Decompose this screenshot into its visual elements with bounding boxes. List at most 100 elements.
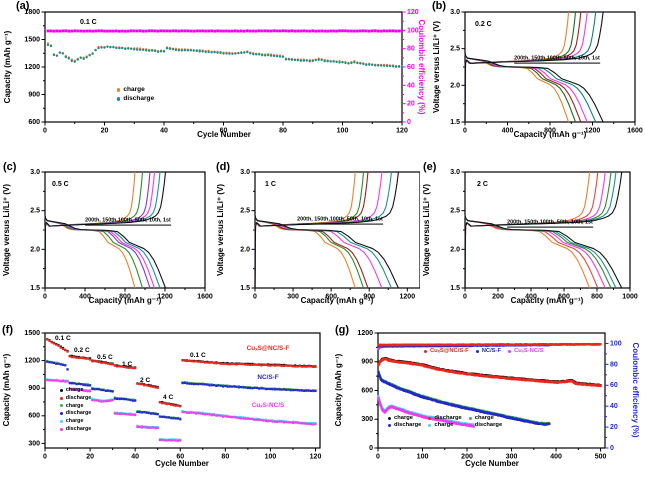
legend-item: discharge bbox=[388, 422, 421, 429]
panel-f-plot bbox=[0, 325, 332, 484]
legend-marker-icon bbox=[475, 350, 479, 354]
panel-a: (a) 0.1 C Capacity (mAh g⁻¹) Coulombic effi… bbox=[0, 0, 430, 160]
rate-step-label: 0.1 C bbox=[190, 352, 206, 359]
sample-label: CuₓS-NC/S bbox=[251, 402, 285, 409]
legend-marker-icon bbox=[60, 412, 63, 416]
legend-item: charge bbox=[60, 418, 91, 425]
x-axis-title: Cycle Number bbox=[155, 459, 209, 468]
legend-marker-icon bbox=[428, 424, 432, 428]
panel-g: (g) Capacity (mAh g⁻¹) Coulombic efficienc… bbox=[332, 325, 645, 484]
cycle-annotation: 200th, 150th,100th, 50th, 10th, 1st bbox=[85, 218, 171, 226]
legend-label: NC/S-F bbox=[481, 348, 502, 354]
rate-step-label: 0.2 C bbox=[74, 347, 90, 354]
legend-marker-icon bbox=[424, 350, 427, 354]
y-axis-title: Voltage versus Li/Li⁺ (V) bbox=[2, 183, 11, 277]
x-axis-title: Cycle Number bbox=[197, 130, 251, 139]
panel-a-plot bbox=[0, 0, 430, 160]
legend-label: charge bbox=[65, 402, 84, 409]
legend-marker-icon bbox=[508, 350, 512, 354]
x-axis-title: Capacity (mAh g⁻¹) bbox=[513, 130, 587, 139]
legend-marker-icon bbox=[60, 396, 63, 400]
y2-axis-title: Coulombic efficiency (%) bbox=[631, 342, 640, 438]
legend-item: charge bbox=[468, 415, 502, 422]
rate-step-label: 0.1 C bbox=[55, 335, 71, 342]
panel-e-plot bbox=[420, 160, 645, 325]
sample-label: NC/S-F bbox=[257, 374, 279, 381]
legend-label: charge bbox=[65, 387, 84, 393]
legend: charge discharge charge discharge charge disc… bbox=[388, 415, 502, 429]
panel-label: (c) bbox=[3, 161, 17, 173]
legend-marker-icon bbox=[388, 424, 391, 428]
legend-item: CuₓS-NC/S bbox=[508, 348, 544, 355]
legend-marker-icon bbox=[60, 404, 63, 408]
legend-label: charge bbox=[474, 415, 494, 421]
legend-item: discharge bbox=[428, 415, 462, 422]
legend-label: CuₓS@NC/S-F bbox=[430, 348, 469, 354]
panel-e: (e) 2 C 200th, 150th,100th, 50th, 10th, 1s… bbox=[420, 160, 645, 325]
panel-label: (b) bbox=[432, 0, 447, 12]
sample-label: CuₓS@NC/S-F bbox=[246, 345, 290, 352]
legend-item: discharge bbox=[468, 422, 503, 429]
rate-step-label: 4 C bbox=[163, 394, 174, 401]
legend-label: discharge bbox=[123, 95, 155, 103]
legend: CuₓS@NC/S-F NC/S-F CuₓS-NC/S bbox=[424, 348, 544, 355]
legend-label: charge bbox=[394, 415, 414, 421]
legend-label: discharge bbox=[65, 394, 92, 401]
legend-item: charge bbox=[388, 415, 421, 422]
legend-label: CuₓS-NC/S bbox=[514, 348, 544, 354]
legend: charge discharge bbox=[117, 86, 154, 103]
legend-marker-icon bbox=[468, 417, 472, 421]
panel-label: (a) bbox=[16, 0, 30, 12]
cycle-annotation: 200th, 150th,100th, 50th, 10th, 1st bbox=[297, 217, 383, 225]
legend-label: charge bbox=[123, 86, 145, 93]
y-axis-title: Voltage versus Li/Li⁺ (V) bbox=[422, 183, 431, 277]
panel-g-plot bbox=[332, 325, 645, 484]
legend-item: NC/S-F bbox=[475, 348, 502, 355]
legend-label: discharge bbox=[434, 415, 462, 421]
x-axis-title: Cycle Number bbox=[465, 459, 519, 468]
panel-b: (b) 0.2 C 200th, 150th,100th, 50th, 10th, … bbox=[430, 0, 645, 160]
legend-marker-icon bbox=[60, 388, 63, 392]
legend-marker-icon bbox=[60, 427, 63, 431]
rate-label: 0.5 C bbox=[52, 181, 69, 188]
legend-item: discharge bbox=[60, 426, 91, 433]
panel-label: (d) bbox=[216, 161, 231, 173]
legend-item: charge bbox=[60, 387, 91, 394]
legend-item: charge bbox=[117, 86, 154, 94]
panel-b-plot bbox=[430, 0, 645, 160]
panel-d: (d) 1 C 200th, 150th,100th, 50th, 10th, 1s… bbox=[215, 160, 420, 325]
legend-marker-icon bbox=[60, 419, 63, 423]
panel-label: (f) bbox=[2, 324, 13, 336]
y-axis-title: Capacity (mAh g⁻¹) bbox=[2, 353, 11, 427]
panel-d-plot bbox=[215, 160, 420, 325]
rate-step-label: 2 C bbox=[140, 377, 151, 384]
rate-step-label: 1 C bbox=[122, 361, 133, 368]
panel-label: (g) bbox=[335, 324, 350, 336]
legend-item: discharge bbox=[60, 395, 91, 402]
legend-marker-icon bbox=[117, 88, 121, 92]
rate-step-label: 0.5 C bbox=[97, 354, 113, 361]
x-axis-title: Capacity (mAh g⁻¹) bbox=[510, 296, 584, 305]
rate-label: 0.1 C bbox=[80, 19, 97, 26]
legend-marker-icon bbox=[117, 97, 121, 101]
cycle-annotation: 200th, 150th,100th, 50th, 10th, 1st bbox=[514, 56, 600, 64]
legend-marker-icon bbox=[468, 424, 472, 428]
legend-label: charge bbox=[434, 422, 454, 429]
rate-label: 2 C bbox=[477, 181, 488, 188]
legend-label: discharge bbox=[474, 422, 503, 429]
legend-item: discharge bbox=[117, 95, 154, 103]
legend: charge discharge charge discharge charge disc… bbox=[60, 387, 91, 433]
panel-label: (e) bbox=[423, 161, 437, 173]
x-axis-title: Capacity (mAh g⁻¹) bbox=[88, 296, 162, 305]
legend-marker-icon bbox=[428, 417, 432, 421]
legend-item: charge bbox=[60, 403, 91, 410]
y-axis-title: Capacity (mAh g⁻¹) bbox=[334, 353, 343, 427]
legend-label: charge bbox=[65, 418, 84, 424]
legend-marker-icon bbox=[388, 417, 391, 421]
legend-label: discharge bbox=[394, 422, 422, 429]
y2-axis-title: Coulombic efficiency (%) bbox=[417, 19, 426, 115]
legend-label: discharge bbox=[65, 425, 92, 432]
cycle-annotation: 200th, 150th,100th, 50th, 10th, 1st bbox=[507, 220, 593, 228]
